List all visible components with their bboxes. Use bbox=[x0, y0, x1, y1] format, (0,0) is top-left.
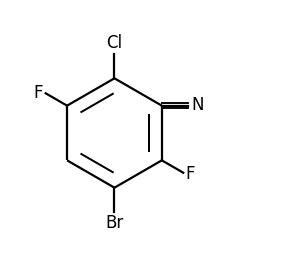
Text: Br: Br bbox=[105, 214, 124, 232]
Text: N: N bbox=[191, 96, 203, 114]
Text: F: F bbox=[33, 84, 43, 102]
Text: Cl: Cl bbox=[106, 34, 123, 52]
Text: F: F bbox=[186, 165, 195, 183]
